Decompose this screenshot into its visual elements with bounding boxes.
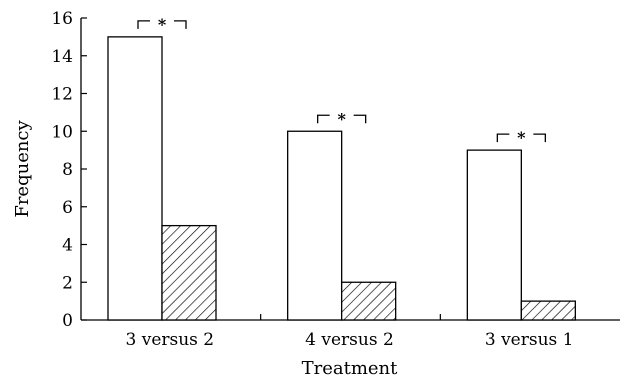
y-axis-title: Frequency (12, 119, 33, 217)
bars (107, 20, 576, 321)
significance-star: * (158, 15, 167, 34)
y-tick-label: 16 (51, 9, 73, 29)
y-tick-label: 6 (62, 198, 73, 218)
significance-star: * (517, 128, 526, 147)
y-tick-label: 4 (62, 236, 73, 256)
bar-plain (466, 149, 522, 321)
significance-star: * (337, 109, 346, 128)
labels: 0 2 4 6 8 10 12 14 16 * 3 versus 2 * 4 versus 2 * 3 ve… (51, 9, 573, 350)
bar-hatched (161, 224, 217, 321)
x-tick-label: 3 versus 2 (126, 330, 215, 350)
significance-bracket (317, 114, 367, 124)
y-tick-label: 10 (51, 122, 73, 142)
bar-plain (287, 130, 343, 321)
y-tick-label: 12 (51, 85, 73, 105)
y-tick-label: 14 (51, 47, 73, 67)
y-tick-label: 8 (62, 160, 73, 180)
y-tick-label: 0 (62, 311, 73, 331)
bar-plain (107, 36, 163, 321)
significance-bracket (137, 20, 187, 29)
x-tick-label: 3 versus 1 (485, 330, 574, 350)
bar-hatched (520, 300, 576, 321)
bar-hatched (341, 281, 397, 321)
x-axis-title: Treatment (302, 358, 399, 379)
significance-bracket (496, 133, 546, 143)
x-tick-label: 4 versus 2 (305, 330, 394, 350)
y-tick-label: 2 (62, 273, 73, 293)
